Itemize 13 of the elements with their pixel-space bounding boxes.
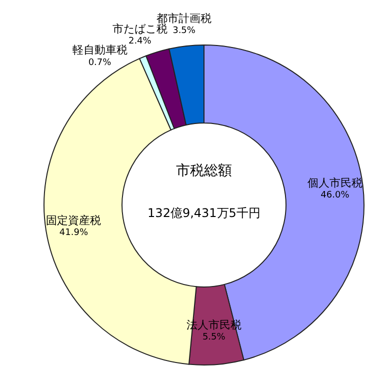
slice-label: 固定資産税 <box>46 214 102 227</box>
slice-label: 個人市民税 <box>307 176 362 190</box>
data-label: 3.5% <box>172 26 196 36</box>
data-label: 41.9% <box>59 228 88 238</box>
data-label: 5.5% <box>202 332 226 343</box>
slice-label: 市たばこ税 <box>112 22 168 36</box>
data-label: 2.4% <box>128 36 152 47</box>
slice-label: 都市計画税 <box>156 12 212 25</box>
text: 市税総額 <box>176 163 232 179</box>
data-label: 0.7% <box>88 58 112 68</box>
text: 132億9,431万5千円 <box>148 206 260 220</box>
slice-label: 軽自動車税 <box>72 44 128 57</box>
data-label: 46.0% <box>320 190 350 201</box>
